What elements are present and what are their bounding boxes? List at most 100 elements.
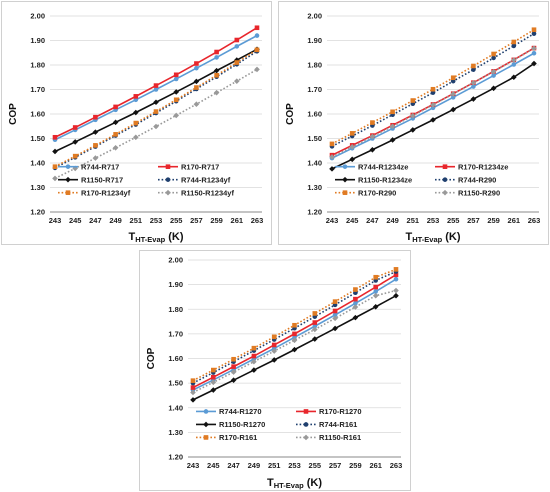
- data-point: [450, 91, 456, 97]
- data-point: [389, 137, 396, 143]
- x-tick-label: 257: [190, 216, 203, 225]
- y-tick-label: 1.60: [307, 110, 322, 119]
- x-tick-label: 243: [49, 216, 62, 225]
- data-point: [173, 112, 179, 119]
- y-tick-label: 1.50: [168, 379, 183, 388]
- y-tick-label: 1.70: [307, 85, 322, 94]
- y-tick-label: 1.90: [307, 36, 322, 45]
- data-point: [430, 117, 436, 123]
- legend-item: R170-R161: [196, 433, 257, 442]
- legend-label: R1150-R290: [458, 188, 500, 197]
- data-point: [332, 312, 338, 318]
- x-tick-label: 251: [130, 216, 143, 225]
- y-tick-label: 1.40: [307, 159, 322, 168]
- x-tick-label: 245: [207, 461, 220, 470]
- data-point: [369, 146, 376, 153]
- legend-swatch-marker: [203, 435, 209, 440]
- data-point: [450, 95, 456, 100]
- data-point: [329, 154, 335, 160]
- series-R1150-R290: [329, 45, 537, 160]
- legend-item: R1150-R161: [296, 433, 361, 442]
- legend-swatch-marker: [165, 164, 171, 169]
- legend-item: R1150-R1234yf: [158, 188, 234, 197]
- data-point: [450, 106, 456, 113]
- x-tick-label: 245: [69, 216, 82, 225]
- x-tick-label: 247: [227, 461, 240, 470]
- x-tick-label: 245: [346, 216, 359, 225]
- data-point: [234, 60, 240, 65]
- x-axis-label: THT-Evap (K): [405, 231, 460, 244]
- data-point: [113, 104, 118, 110]
- series-R170-R717: [52, 25, 260, 140]
- data-point: [190, 385, 196, 390]
- data-point: [430, 86, 436, 92]
- data-point: [112, 145, 119, 151]
- x-tick-label: 247: [89, 216, 102, 225]
- legend-item: R170-R1234yf: [58, 188, 131, 197]
- legend-swatch-marker: [65, 176, 71, 183]
- data-point: [373, 289, 378, 294]
- series-R1150-R717: [52, 46, 260, 155]
- data-point: [352, 304, 359, 310]
- data-point: [332, 308, 338, 314]
- x-tick-label: 259: [487, 216, 500, 225]
- data-point: [471, 67, 476, 72]
- data-point: [210, 387, 217, 393]
- series-line: [54, 27, 258, 138]
- data-point: [254, 47, 260, 53]
- y-axis-label: COP: [146, 347, 157, 369]
- y-tick-label: 1.60: [168, 354, 183, 363]
- data-point: [353, 301, 358, 306]
- legend-item: R744-R717: [58, 162, 119, 171]
- data-point: [410, 112, 416, 119]
- x-tick-label: 247: [366, 216, 379, 225]
- data-point: [254, 33, 260, 38]
- x-tick-label: 253: [288, 461, 301, 470]
- data-point: [133, 94, 139, 99]
- data-point: [491, 55, 496, 61]
- data-point: [353, 296, 358, 302]
- legend-swatch-marker: [203, 421, 209, 428]
- cop-chart-panel-1: 1.20 1.30 1.40 1.50 1.60 1.70 1.80 1.90 2.00 243 2…: [1, 1, 272, 245]
- y-tick-label: 1.80: [307, 61, 322, 70]
- data-point: [292, 331, 297, 337]
- data-point: [490, 68, 497, 75]
- x-tick-label: 261: [508, 216, 521, 225]
- data-point: [153, 109, 159, 114]
- data-point: [153, 99, 159, 106]
- legend-label: R1150-R1234ze: [358, 175, 412, 184]
- data-point: [393, 276, 399, 282]
- data-point: [312, 336, 318, 342]
- data-point: [349, 131, 355, 136]
- y-tick-label: 1.30: [30, 183, 45, 192]
- legend-swatch-marker: [165, 189, 171, 196]
- x-tick-label: 249: [109, 216, 122, 225]
- cop-chart-3: 1.20 1.30 1.40 1.50 1.60 1.70 1.80 1.90 2.00 243 2…: [146, 256, 402, 490]
- data-point: [234, 78, 240, 84]
- data-point: [234, 37, 240, 43]
- data-point: [153, 123, 159, 130]
- legend-label: R744-R1270: [219, 407, 262, 416]
- data-point: [193, 101, 200, 107]
- data-point: [173, 97, 179, 103]
- data-point: [531, 27, 537, 33]
- data-point: [52, 175, 58, 182]
- data-point: [210, 379, 217, 386]
- x-tick-label: 261: [231, 216, 244, 225]
- legend-label: R744-R1234yf: [181, 175, 231, 184]
- data-point: [349, 156, 355, 163]
- data-point: [213, 89, 220, 96]
- data-point: [332, 299, 338, 304]
- data-point: [531, 50, 537, 56]
- data-point: [193, 78, 200, 85]
- x-tick-label: 257: [329, 461, 342, 470]
- cop-chart-2: 1.20 1.30 1.40 1.50 1.60 1.70 1.80 1.90 2.00 243 2…: [285, 12, 540, 244]
- series-R170-R161: [190, 267, 399, 383]
- data-point: [271, 357, 277, 363]
- data-point: [291, 337, 298, 344]
- data-point: [72, 125, 78, 130]
- x-tick-label: 243: [187, 461, 200, 470]
- data-point: [470, 96, 477, 102]
- legend-swatch-marker: [303, 434, 309, 441]
- y-tick-label: 1.70: [30, 85, 45, 94]
